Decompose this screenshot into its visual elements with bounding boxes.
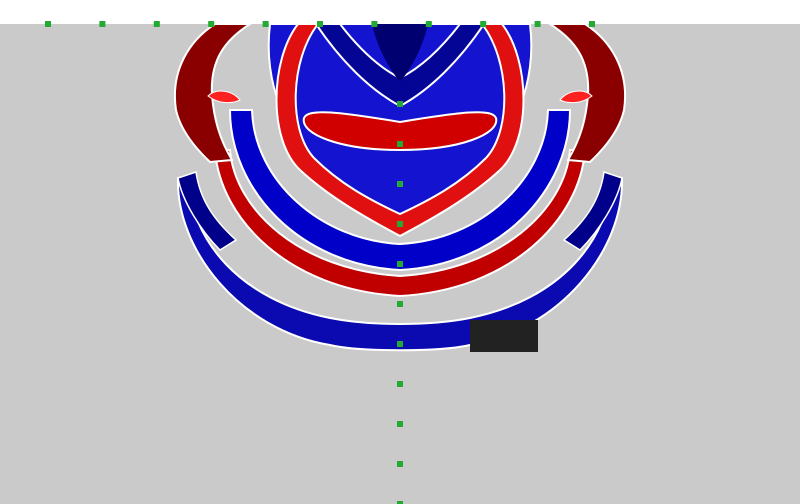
wave-pattern xyxy=(173,24,627,352)
middle-negative-band xyxy=(228,109,572,272)
left-small-positive-fleck xyxy=(207,90,241,104)
vertical-sensor-marker xyxy=(397,421,403,427)
vertical-sensor-marker xyxy=(397,181,403,187)
shadow-block xyxy=(470,320,538,352)
crescent-positive-band xyxy=(302,111,498,152)
core-negative-v xyxy=(314,24,486,108)
top-sensor-marker xyxy=(99,21,106,27)
vertical-sensor-marker xyxy=(397,301,403,307)
vertical-sensor-marker xyxy=(397,381,403,387)
top-sensor-marker xyxy=(208,21,215,27)
vertical-sensor-marker xyxy=(397,261,403,267)
sensor-markers xyxy=(45,21,595,504)
top-sensor-marker xyxy=(317,21,323,27)
left-positive-plume xyxy=(173,24,252,164)
left-negative-tendril xyxy=(177,171,238,251)
vertical-sensor-marker xyxy=(397,221,403,227)
top-sensor-marker xyxy=(45,21,51,27)
top-sensor-marker xyxy=(153,21,160,27)
vertical-sensor-marker xyxy=(397,501,403,504)
top-strip xyxy=(0,0,800,24)
top-sensor-marker xyxy=(534,21,541,27)
vertical-sensor-marker xyxy=(397,101,403,107)
top-sensor-marker xyxy=(480,21,487,27)
top-sensor-marker xyxy=(425,21,432,27)
top-sensor-marker xyxy=(589,21,595,27)
right-small-positive-fleck xyxy=(559,90,593,104)
vertical-sensor-marker xyxy=(397,341,403,347)
top-sensor-marker xyxy=(262,21,269,27)
vertical-sensor-marker xyxy=(397,461,403,467)
top-sensor-marker xyxy=(371,21,378,27)
right-negative-tendril xyxy=(562,171,623,251)
inner-positive-heart xyxy=(275,24,525,238)
core-negative-center xyxy=(372,24,428,82)
right-positive-plume xyxy=(548,24,627,164)
vertical-sensor-marker xyxy=(397,141,403,147)
